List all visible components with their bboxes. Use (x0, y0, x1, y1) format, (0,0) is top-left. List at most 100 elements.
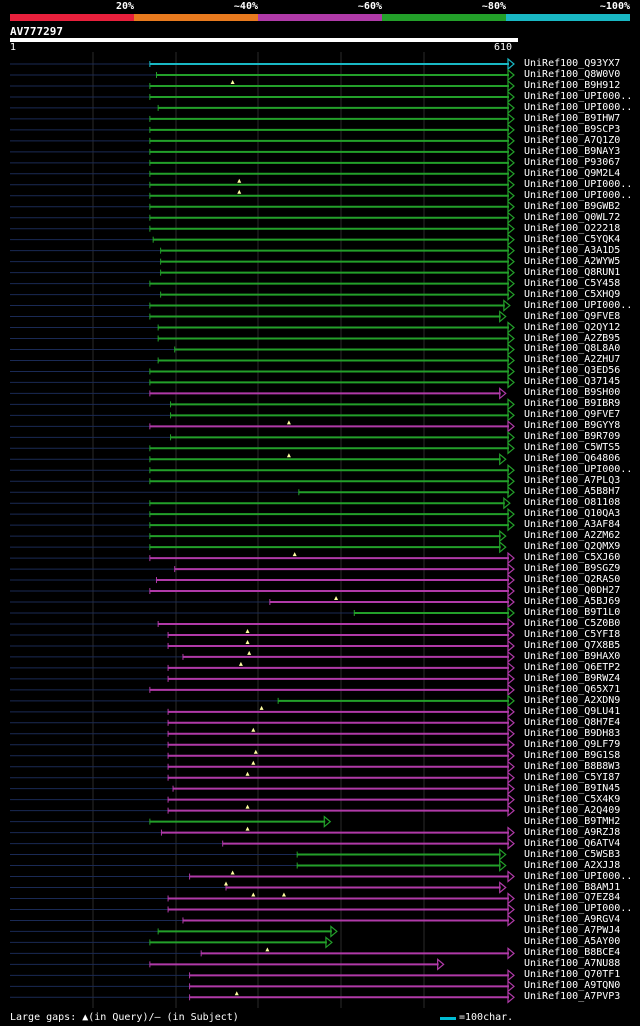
hit-label[interactable]: UniRef100_A2Q409 (524, 804, 621, 816)
hit-label[interactable]: UniRef100_Q9FVE7 (524, 409, 621, 421)
hit-label[interactable]: UniRef100_A2XJJ8 (524, 859, 621, 871)
hit-arrow (507, 804, 515, 817)
hit-label[interactable]: UniRef100_A5AY00 (524, 936, 621, 948)
hit-label[interactable]: UniRef100_B9IHW7 (524, 112, 621, 124)
hit-label[interactable]: UniRef100_UPI000.. (524, 90, 633, 102)
hit-label[interactable]: UniRef100_A7PLQ3 (524, 475, 621, 487)
hit-label[interactable]: UniRef100_C5Y458 (524, 277, 621, 289)
hit-label[interactable]: UniRef100_Q6ETP2 (524, 661, 621, 673)
hit-label[interactable]: UniRef100_Q2QY12 (524, 321, 621, 333)
hit-label[interactable]: UniRef100_C5YI87 (524, 771, 621, 783)
hit-label[interactable]: UniRef100_B9T1L0 (524, 607, 621, 618)
hit-label[interactable]: UniRef100_UPI000.. (524, 903, 633, 915)
hit-label[interactable]: UniRef100_B9H912 (524, 79, 621, 91)
hit-label[interactable]: UniRef100_A2ZHU7 (524, 354, 621, 366)
hit-label[interactable]: UniRef100_Q9M2L4 (524, 167, 621, 179)
hit-label[interactable]: UniRef100_A5BJ69 (524, 596, 621, 608)
hit-label[interactable]: UniRef100_A3AF84 (524, 519, 621, 531)
hit-label[interactable]: UniRef100_Q2QMX9 (524, 541, 621, 553)
hit-label[interactable]: UniRef100_Q8RUN1 (524, 266, 621, 278)
hit-arrow (507, 683, 515, 697)
hit-label[interactable]: UniRef100_B9IBR9 (524, 398, 621, 410)
hit-row (10, 760, 515, 774)
hit-label[interactable]: UniRef100_UPI000.. (524, 178, 633, 190)
hit-label[interactable]: UniRef100_O22218 (524, 222, 621, 234)
hit-label[interactable]: UniRef100_A9TQN0 (524, 980, 621, 992)
hit-label[interactable]: UniRef100_A9RGV4 (524, 914, 621, 926)
identity-legend: 20% ~40% ~60% ~80% ~100% (0, 0, 640, 22)
hit-label[interactable]: UniRef100_B9R709 (524, 431, 621, 443)
hit-arrow (507, 661, 515, 675)
hit-label[interactable]: UniRef100_B8BCE4 (524, 947, 621, 959)
hit-label[interactable]: UniRef100_B9SCP3 (524, 123, 621, 135)
hit-row (10, 452, 507, 466)
hit-label[interactable]: UniRef100_UPI000.. (524, 101, 633, 113)
hit-label[interactable]: UniRef100_A2ZB95 (524, 332, 621, 344)
hit-label[interactable]: UniRef100_C5YFI8 (524, 628, 621, 640)
hit-label[interactable]: UniRef100_C5X4K9 (524, 793, 621, 805)
hit-label[interactable]: UniRef100_B8B8W3 (524, 760, 621, 772)
hit-label[interactable]: UniRef100_B9GWB2 (524, 200, 621, 212)
hit-label[interactable]: UniRef100_Q37145 (524, 376, 621, 388)
query-gap-marker (237, 189, 242, 194)
hit-label[interactable]: UniRef100_A7PWJ4 (524, 925, 621, 937)
hit-label[interactable]: UniRef100_A2XDN9 (524, 694, 621, 706)
hit-label[interactable]: UniRef100_B9SGZ9 (524, 563, 621, 575)
hit-label[interactable]: UniRef100_UPI000.. (524, 299, 633, 311)
hit-label[interactable]: UniRef100_Q65X71 (524, 683, 621, 695)
hit-label[interactable]: UniRef100_Q0DH27 (524, 585, 621, 597)
hit-label[interactable]: UniRef100_Q70TF1 (524, 969, 621, 981)
hit-label[interactable]: UniRef100_B9HAX0 (524, 650, 621, 662)
hit-label[interactable]: UniRef100_Q64806 (524, 453, 621, 465)
hit-label[interactable]: UniRef100_C5XHQ9 (524, 288, 621, 300)
hit-label[interactable]: UniRef100_A7NU88 (524, 958, 621, 970)
hit-label[interactable]: UniRef100_A5B8H7 (524, 486, 621, 498)
hit-label[interactable]: UniRef100_A7Q1Z0 (524, 134, 621, 146)
hit-label[interactable]: UniRef100_Q9LF79 (524, 738, 621, 750)
hit-label[interactable]: UniRef100_Q6ATV4 (524, 837, 621, 849)
hit-label[interactable]: UniRef100_Q7EZ84 (524, 892, 621, 904)
hit-label[interactable]: UniRef100_B9RWZ4 (524, 672, 621, 684)
hit-label[interactable]: UniRef100_C5YQK4 (524, 233, 621, 245)
hit-label[interactable]: UniRef100_B9DH83 (524, 727, 621, 739)
hit-label[interactable]: UniRef100_Q9FVE8 (524, 310, 621, 322)
hit-label[interactable]: UniRef100_C5WSB3 (524, 848, 621, 860)
hit-label[interactable]: UniRef100_Q0WL72 (524, 211, 621, 223)
hit-label[interactable]: UniRef100_C5XJ60 (524, 552, 621, 564)
legend-segment (134, 14, 258, 21)
hit-label[interactable]: UniRef100_B8AMJ1 (524, 881, 621, 893)
hit-label[interactable]: UniRef100_UPI000.. (524, 464, 633, 476)
hit-label[interactable]: UniRef100_O81108 (524, 497, 621, 509)
hit-label[interactable]: UniRef100_B9G1S8 (524, 749, 621, 761)
hit-label[interactable]: UniRef100_B9SH00 (524, 387, 621, 399)
hit-label[interactable]: UniRef100_B9GYY8 (524, 420, 621, 432)
hit-label[interactable]: UniRef100_B9IN45 (524, 782, 621, 794)
hit-label[interactable]: UniRef100_B9NAY3 (524, 145, 621, 157)
hit-label[interactable]: UniRef100_C5Z0B0 (524, 617, 621, 629)
hit-label[interactable]: UniRef100_Q10QA3 (524, 508, 621, 520)
hit-label[interactable]: UniRef100_UPI000.. (524, 870, 633, 882)
hit-label[interactable]: UniRef100_Q8L8A0 (524, 343, 621, 355)
hit-label[interactable]: UniRef100_Q3ED56 (524, 365, 621, 377)
hit-row (10, 804, 515, 817)
hit-row (10, 573, 515, 587)
hit-label[interactable]: UniRef100_Q9LU41 (524, 705, 621, 717)
hit-label[interactable]: UniRef100_P93067 (524, 156, 621, 168)
hit-row (10, 969, 515, 982)
hit-label[interactable]: UniRef100_Q7X8B5 (524, 639, 621, 651)
hit-label[interactable]: UniRef100_Q8W0V0 (524, 68, 621, 80)
hit-label[interactable]: UniRef100_A2WYW5 (524, 255, 621, 267)
hit-label[interactable]: UniRef100_Q2RAS0 (524, 574, 621, 586)
hit-label[interactable]: UniRef100_UPI000.. (524, 189, 633, 201)
hit-label[interactable]: UniRef100_B9TMH2 (524, 815, 621, 827)
hit-label[interactable]: UniRef100_Q8H7E4 (524, 716, 621, 728)
hit-label[interactable]: UniRef100_A3A1D5 (524, 244, 621, 256)
hit-label[interactable]: UniRef100_A9RZJ8 (524, 826, 621, 838)
hit-label[interactable]: UniRef100_A7PVP3 (524, 991, 621, 1003)
hit-label[interactable]: UniRef100_A2ZM62 (524, 530, 621, 542)
hit-label[interactable]: UniRef100_C5WTS5 (524, 442, 621, 454)
hit-row (10, 156, 515, 170)
hit-arrow (507, 793, 515, 806)
hit-label[interactable]: UniRef100_Q93YX7 (524, 58, 621, 69)
